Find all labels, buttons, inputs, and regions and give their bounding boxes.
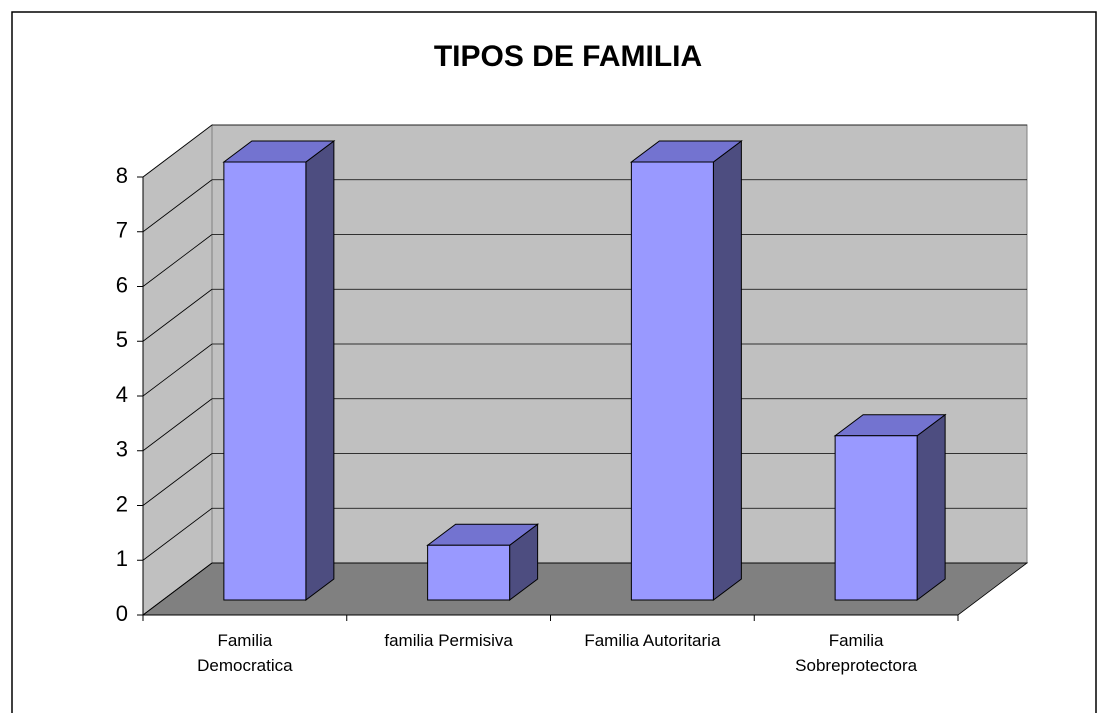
y-tick-label: 2	[116, 491, 128, 516]
bar	[629, 140, 743, 601]
bar-front	[223, 161, 307, 601]
bar-front	[630, 161, 714, 601]
grid-line	[142, 453, 213, 506]
bar	[222, 140, 336, 601]
grid-line	[142, 124, 213, 178]
x-tick-label: Familia Sobreprotectora	[795, 631, 918, 675]
y-tick-label: 6	[116, 272, 128, 297]
y-tick-label: 3	[116, 437, 128, 462]
grid-line	[142, 179, 213, 233]
grid-line	[142, 234, 213, 287]
grid-line	[142, 288, 213, 342]
bar-side	[712, 140, 742, 601]
grid-line	[142, 507, 213, 561]
bar-front	[834, 435, 918, 601]
x-tick-label: familia Permisiva	[384, 631, 513, 650]
bar-side	[916, 413, 946, 601]
y-tick-label: 0	[116, 601, 128, 626]
grid-line	[142, 398, 213, 452]
x-tick-label: Familia Autoritaria	[584, 631, 721, 650]
bar-front	[427, 544, 511, 601]
bar-side	[305, 140, 335, 601]
chart-title: TIPOS DE FAMILIA	[434, 40, 702, 73]
grid-line	[142, 562, 213, 616]
grid-line	[142, 343, 213, 397]
bar	[833, 413, 947, 601]
y-tick-label: 1	[116, 546, 128, 571]
y-tick-label: 5	[116, 327, 128, 352]
y-tick-label: 4	[116, 382, 128, 407]
x-tick-label: Familia Democratica	[197, 631, 293, 675]
y-tick-label: 7	[116, 218, 128, 243]
y-tick-label: 8	[116, 163, 128, 188]
bar	[426, 523, 540, 601]
